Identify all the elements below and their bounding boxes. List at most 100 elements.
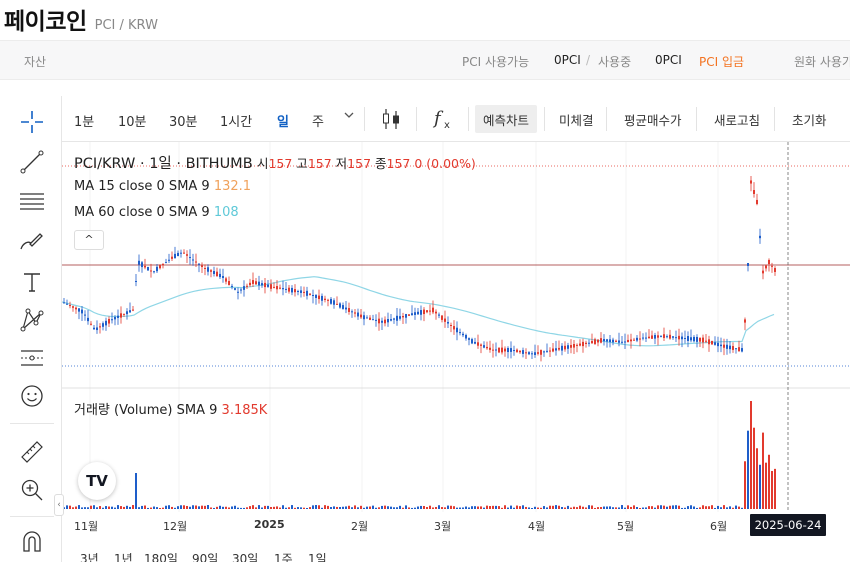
candle-body [543, 351, 545, 353]
candle-body [540, 350, 542, 355]
range-button[interactable]: 1주 [274, 552, 293, 562]
volume-bar [507, 507, 509, 509]
candle-body [585, 342, 587, 345]
interval-1h[interactable]: 1시간 [220, 115, 253, 130]
svg-text:f: f [432, 108, 444, 129]
volume-bar [75, 506, 77, 509]
candle-body [225, 278, 227, 282]
volume-bar [732, 507, 734, 509]
candle-body [762, 270, 764, 274]
candle-body [249, 282, 251, 286]
candle-body [174, 253, 176, 259]
interval-10m[interactable]: 10분 [118, 115, 147, 130]
candle-body [501, 347, 503, 353]
pattern-icon[interactable] [16, 304, 48, 336]
coin-pair: PCI / KRW [94, 18, 158, 33]
candle-body [609, 339, 611, 342]
tradingview-logo[interactable]: TV [78, 462, 116, 500]
open-orders-button[interactable]: 미체결 [559, 113, 594, 128]
interval-week[interactable]: 주 [312, 115, 324, 130]
reset-button[interactable]: 초기화 [792, 113, 827, 128]
candle-body [354, 312, 356, 314]
candle-body [417, 311, 419, 315]
volume-bar [390, 506, 392, 509]
volume-bar [729, 506, 731, 509]
ma60-legend[interactable]: MA 60 close 0 SMA 9 108 [74, 205, 239, 220]
range-button[interactable]: 30일 [232, 552, 259, 562]
candle-body [600, 338, 602, 343]
candle-body [234, 288, 236, 290]
asset-label: 자산 [24, 55, 47, 69]
fib-lines-icon[interactable] [16, 186, 48, 218]
volume-bar [321, 507, 323, 509]
symbol-legend: PCI/KRW · 1일 · BITHUMB 시157 고157 저157 종1… [74, 152, 476, 173]
candle-body [135, 280, 137, 282]
candle-body [504, 348, 506, 352]
range-button[interactable]: 1년 [114, 552, 133, 562]
volume-bar [579, 505, 581, 509]
candle-body [531, 353, 533, 355]
zoom-icon[interactable] [16, 474, 48, 506]
interval-day[interactable]: 일 [277, 115, 289, 130]
ma60-line [62, 276, 775, 347]
candle-body [132, 309, 134, 311]
candle-body [606, 339, 608, 342]
tool-divider [10, 423, 54, 424]
deposit-link[interactable]: PCI 입금 [699, 55, 745, 69]
candle-body [147, 267, 149, 271]
candle-body [177, 252, 179, 257]
text-icon[interactable] [16, 266, 48, 298]
candle-body [105, 320, 107, 326]
forecast-chart-button[interactable]: 예측차트 [475, 105, 538, 133]
ma15-legend[interactable]: MA 15 close 0 SMA 9 132.1 [74, 179, 251, 194]
candle-body [561, 345, 563, 351]
candle-body [366, 317, 368, 319]
volume-bar [153, 506, 155, 509]
volume-bar [606, 506, 608, 509]
candle-body [120, 313, 122, 318]
price-chart[interactable] [62, 142, 850, 512]
volume-legend[interactable]: 거래량 (Volume) SMA 9 3.185K [74, 399, 267, 418]
toolbar-divider [544, 107, 545, 131]
emoji-icon[interactable] [16, 380, 48, 412]
ruler-icon[interactable] [16, 436, 48, 468]
range-button[interactable]: 180일 [144, 552, 178, 562]
candle-body [633, 339, 635, 341]
volume-bar [306, 507, 308, 509]
candle-body [441, 315, 443, 320]
trendline-icon[interactable] [16, 146, 48, 178]
candle-body [102, 323, 104, 327]
interval-30m[interactable]: 30분 [169, 115, 198, 130]
crosshair-icon[interactable] [16, 106, 48, 138]
volume-bar [471, 506, 473, 509]
candle-body [510, 348, 512, 352]
volume-bar [399, 505, 401, 509]
panel-toggle-handle[interactable]: ‹ [54, 494, 64, 516]
candle-body [495, 349, 497, 351]
volume-bar [387, 506, 389, 509]
interval-1m[interactable]: 1분 [74, 115, 95, 130]
brush-icon[interactable] [16, 226, 48, 258]
range-button[interactable]: 1일 [308, 552, 327, 562]
candle-body [768, 259, 770, 265]
candle-body [204, 267, 206, 269]
range-button[interactable]: 90일 [192, 552, 219, 562]
candle-body [159, 265, 161, 269]
range-button[interactable]: 3년 [80, 552, 99, 562]
avg-buy-price-button[interactable]: 평균매수가 [624, 113, 682, 128]
magnet-icon[interactable] [16, 526, 48, 558]
volume-bar [144, 505, 146, 509]
volume-bar [129, 506, 131, 509]
candlestick-icon[interactable] [380, 107, 402, 135]
volume-bar [648, 506, 650, 509]
volume-bar [189, 506, 191, 509]
refresh-button[interactable]: 새로고침 [714, 113, 761, 128]
candle-body [657, 335, 659, 338]
candle-body [390, 319, 392, 321]
forecast-icon[interactable] [16, 342, 48, 374]
volume-bar [555, 505, 557, 509]
legend-collapse-button[interactable]: ^ [74, 230, 104, 250]
chevron-down-icon[interactable] [343, 109, 355, 125]
volume-bar [348, 505, 350, 509]
